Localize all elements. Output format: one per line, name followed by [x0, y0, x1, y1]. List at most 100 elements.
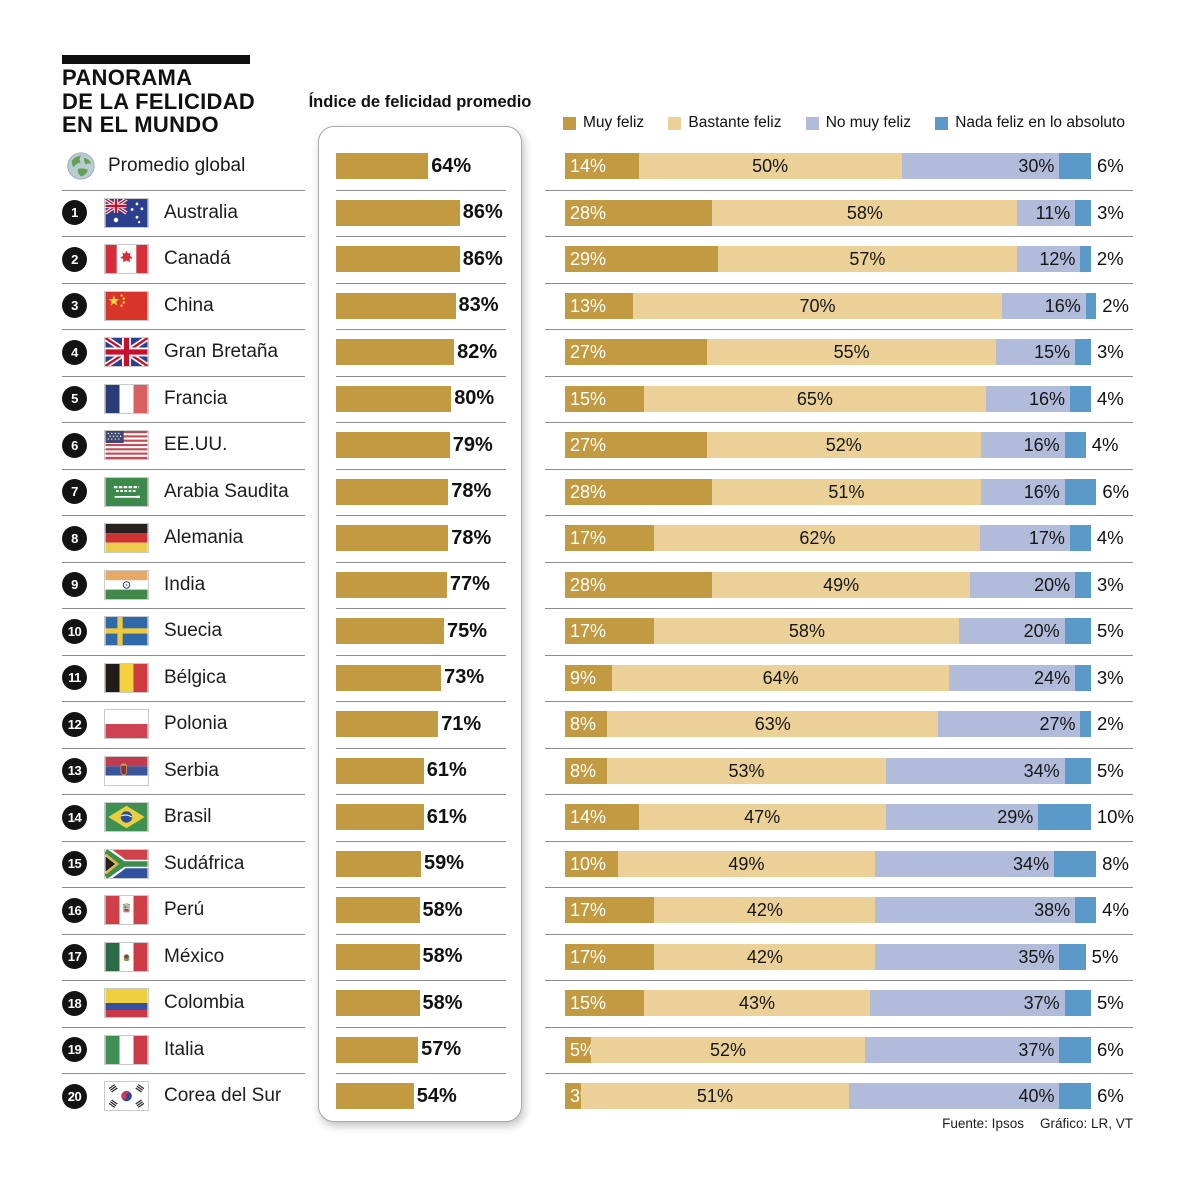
segment-no-muy-feliz: 35%	[875, 943, 1060, 970]
index-row: 54%	[319, 1073, 521, 1120]
stacked-bar: 28% 51% 16%	[565, 478, 1097, 505]
rank-badge: 3	[62, 293, 87, 319]
segment-value: 28%	[570, 481, 607, 502]
segment-value: 5%	[1096, 759, 1124, 781]
country-name: EE.UU.	[164, 434, 228, 456]
country-name: Canadá	[164, 248, 231, 270]
flag-australia-icon	[104, 197, 149, 228]
distribution-row: 10% 49% 34% 8%	[545, 840, 1145, 888]
rank-badge: 14	[62, 804, 87, 830]
stacked-bar: 17% 42% 35%	[565, 943, 1086, 970]
flag-serbia-icon	[104, 755, 149, 786]
flag-usa-icon	[104, 430, 149, 461]
distribution-row: 3% 51% 40% 6%	[545, 1073, 1145, 1120]
segment-bastante-feliz: 51%	[580, 1083, 850, 1110]
segment-value: 29%	[570, 249, 607, 270]
segment-value: 20%	[1023, 621, 1060, 642]
index-value: 58%	[422, 991, 463, 1014]
country-row: 10 Suecia	[62, 608, 305, 655]
segment-no-muy-feliz: 27%	[938, 711, 1081, 738]
segment-value: 17%	[570, 621, 607, 642]
country-name: Perú	[164, 899, 205, 921]
flag-southkorea-icon	[104, 1081, 149, 1112]
segment-no-muy-feliz: 16%	[980, 432, 1065, 459]
segment-value: 17%	[1028, 528, 1065, 549]
segment-muy-feliz: 14%	[565, 153, 639, 180]
segment-no-muy-feliz: 24%	[948, 664, 1076, 691]
segment-no-muy-feliz: 40%	[849, 1083, 1060, 1110]
segment-value: 30%	[1018, 156, 1055, 177]
segment-nada-feliz-en-lo-absoluto	[1064, 990, 1091, 1017]
index-bar	[336, 990, 420, 1017]
stacked-bar: 17% 42% 38%	[565, 897, 1097, 924]
segment-no-muy-feliz: 34%	[885, 757, 1065, 784]
segment-no-muy-feliz: 37%	[864, 1036, 1060, 1063]
segment-value: 50%	[752, 156, 789, 177]
index-row: 58%	[319, 887, 521, 934]
distribution-row: 9% 64% 24% 3%	[545, 654, 1145, 702]
segment-value: 70%	[799, 295, 836, 316]
segment-value: 4%	[1096, 387, 1124, 409]
index-bar	[336, 943, 420, 970]
segment-value: 27%	[1039, 714, 1076, 735]
legend-label: Muy feliz	[583, 114, 645, 131]
index-bar	[336, 897, 420, 924]
segment-value: 13%	[570, 295, 607, 316]
index-value: 64%	[431, 154, 472, 177]
index-value: 78%	[451, 480, 492, 503]
index-row: 77%	[319, 561, 521, 609]
rank-badge: 12	[62, 711, 87, 737]
segment-nada-feliz-en-lo-absoluto	[1075, 571, 1091, 598]
segment-value: 35%	[1018, 946, 1055, 967]
country-row: 1 Australia	[62, 189, 305, 237]
index-row: 71%	[319, 701, 521, 748]
segment-bastante-feliz: 62%	[654, 525, 981, 552]
stacked-bar: 17% 58% 20%	[565, 618, 1091, 645]
country-row: 6 EE.UU.	[62, 422, 305, 469]
index-value: 80%	[454, 387, 495, 410]
index-value: 57%	[421, 1038, 462, 1061]
country-row: 5 Francia	[62, 375, 305, 423]
country-row: 19 Italia	[62, 1026, 305, 1074]
segment-no-muy-feliz: 16%	[985, 385, 1070, 412]
stacked-bar: 27% 52% 16%	[565, 432, 1086, 459]
rank-badge: 10	[62, 618, 87, 644]
segment-muy-feliz: 3%	[565, 1083, 596, 1110]
segment-nada-feliz-en-lo-absoluto	[1064, 432, 1086, 459]
segment-value: 2%	[1102, 294, 1130, 316]
segment-value: 28%	[570, 202, 607, 223]
segment-muy-feliz: 17%	[565, 618, 655, 645]
segment-value: 16%	[1023, 481, 1060, 502]
legend-swatch-icon	[563, 116, 576, 130]
segment-muy-feliz: 17%	[565, 943, 655, 970]
segment-value: 28%	[570, 574, 607, 595]
segment-value: 3%	[1096, 341, 1124, 363]
distribution-row: 5% 52% 37% 6%	[545, 1026, 1145, 1074]
distribution-row: 28% 49% 20% 3%	[545, 561, 1145, 609]
rank-badge: 8	[62, 525, 87, 551]
flag-brazil-icon	[104, 802, 149, 833]
flag-peru-icon	[104, 895, 149, 926]
legend-item: Nada feliz en lo absoluto	[935, 114, 1125, 132]
segment-nada-feliz-en-lo-absoluto	[1059, 153, 1091, 180]
flag-saudi-icon	[104, 476, 149, 507]
index-bar	[336, 804, 424, 831]
index-value: 71%	[441, 712, 482, 735]
segment-value: 3%	[1096, 573, 1124, 595]
stacked-bar: 8% 63% 27%	[565, 711, 1091, 738]
segment-nada-feliz-en-lo-absoluto	[1075, 339, 1091, 366]
distribution-row: 28% 58% 11% 3%	[545, 189, 1145, 237]
index-value: 58%	[422, 945, 463, 968]
segment-muy-feliz: 13%	[565, 292, 634, 319]
legend-item: Muy feliz	[563, 114, 644, 132]
segment-no-muy-feliz: 11%	[1017, 199, 1076, 226]
segment-value: 15%	[570, 388, 607, 409]
flag-china-icon	[104, 290, 149, 321]
flag-italy-icon	[104, 1034, 149, 1065]
country-name: Promedio global	[108, 155, 246, 177]
rank-badge: 5	[62, 386, 87, 412]
index-value: 75%	[447, 619, 488, 642]
legend-item: Bastante feliz	[668, 114, 781, 132]
segment-muy-feliz: 17%	[565, 525, 655, 552]
country-name: Bélgica	[164, 666, 227, 688]
